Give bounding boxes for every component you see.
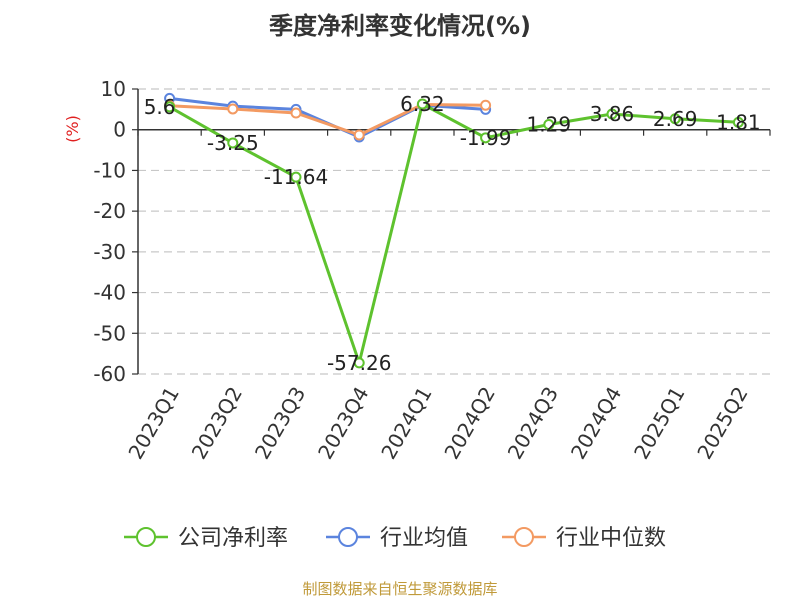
y-tick-label: -10 (93, 158, 126, 182)
x-tick-label: 2025Q2 (692, 383, 752, 464)
x-tick-label: 2023Q1 (123, 383, 183, 464)
data-label: -57.26 (327, 351, 391, 375)
data-point[interactable] (669, 113, 681, 125)
series-lines (164, 92, 744, 369)
series-line (169, 103, 486, 137)
y-tick-label: -30 (93, 240, 126, 264)
y-tick-label: 10 (101, 77, 126, 101)
legend-item[interactable]: 行业中位数 (502, 526, 666, 551)
data-point[interactable] (227, 137, 239, 149)
grid-lines (132, 88, 770, 375)
data-point[interactable] (543, 118, 555, 130)
y-tick-label: 0 (113, 118, 126, 142)
legend-marker (514, 527, 534, 547)
data-point[interactable] (732, 116, 744, 128)
y-tick-label: -50 (93, 321, 126, 345)
data-point[interactable] (227, 103, 239, 115)
legend-marker (338, 527, 358, 547)
source-note: 制图数据来自恒生聚源数据库 (302, 580, 497, 598)
x-tick-label: 2024Q4 (566, 383, 626, 464)
data-label: 3.86 (590, 102, 635, 126)
data-point[interactable] (290, 107, 302, 119)
x-tick-label: 2023Q3 (250, 383, 310, 464)
series-0 (164, 98, 744, 369)
legend-marker (136, 527, 156, 547)
data-label: 2.69 (653, 107, 698, 131)
data-labels: 5.6 -3.25-11.64 -57.26 6.32 -1.99 1.29 3.86 2.6… (144, 92, 761, 375)
y-axis-label: (%) (63, 115, 82, 143)
chart-title: 季度净利率变化情况(%) (269, 12, 531, 40)
data-label: 5.6 (144, 95, 176, 119)
x-tick-label: 2024Q3 (503, 383, 563, 464)
data-point[interactable] (353, 357, 365, 369)
series-line (168, 102, 739, 365)
x-tick-label: 2023Q2 (187, 383, 247, 464)
x-tick-label: 2025Q1 (629, 383, 689, 464)
y-tick-label: -40 (93, 281, 126, 305)
legend: 公司净利率 行业均值 行业中位数 (124, 526, 666, 551)
axes (137, 89, 771, 374)
y-tick-label: -20 (93, 199, 126, 223)
data-point[interactable] (353, 129, 365, 141)
data-point[interactable] (416, 98, 428, 110)
data-point[interactable] (606, 108, 618, 120)
legend-label: 行业均值 (380, 526, 468, 551)
x-tick-labels: 2023Q1 2023Q2 2023Q3 2023Q4 2024Q1 2024Q2 2024… (123, 382, 752, 463)
legend-item[interactable]: 公司净利率 (124, 526, 288, 551)
data-point[interactable] (164, 101, 176, 113)
y-tick-label: -60 (93, 362, 126, 386)
data-label: 1.29 (527, 112, 572, 136)
data-label: 1.81 (716, 110, 761, 134)
data-label: -1.99 (460, 126, 512, 150)
data-label: -3.25 (207, 131, 259, 155)
data-label: -11.64 (264, 165, 328, 189)
y-tick-labels: 10 0 -10 -20 -30 -40 -50 -60 (93, 77, 126, 386)
data-point[interactable] (480, 132, 492, 144)
legend-item[interactable]: 行业均值 (326, 526, 468, 551)
legend-label: 行业中位数 (556, 526, 666, 551)
data-label: 6.32 (400, 92, 445, 116)
data-point[interactable] (290, 171, 302, 183)
legend-label: 公司净利率 (178, 526, 288, 551)
x-tick-label: 2024Q2 (439, 382, 499, 463)
x-tick-label: 2023Q4 (313, 383, 373, 464)
x-tick-label: 2024Q1 (376, 383, 436, 464)
data-point[interactable] (480, 99, 492, 111)
